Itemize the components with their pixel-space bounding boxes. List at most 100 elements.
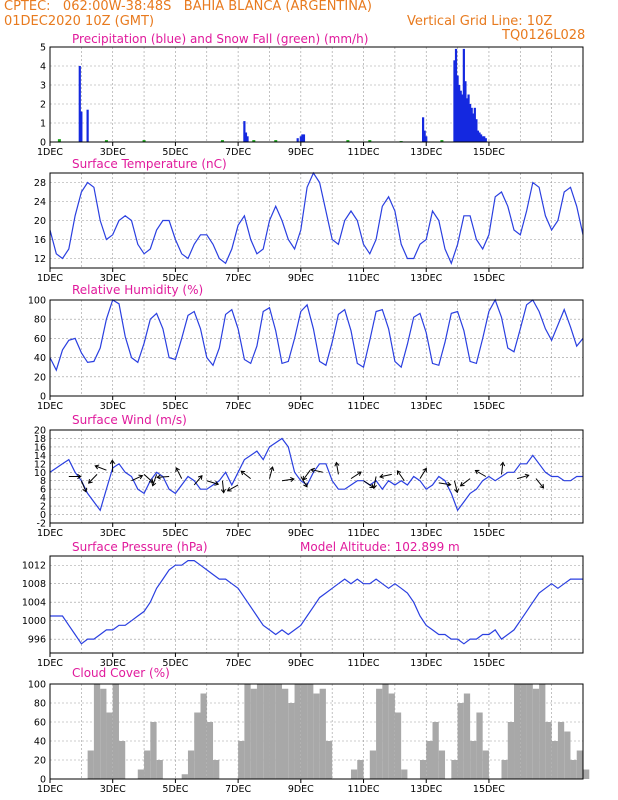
wind-arrow [419, 468, 427, 479]
temp-x-tick-label: 11DEC [348, 273, 380, 284]
cloud-cover-bar [376, 688, 383, 779]
wind-arrow [535, 478, 544, 489]
wind-y-tick-label: 16 [34, 442, 46, 453]
cloud-cover-bar [432, 722, 439, 779]
precip-y-tick-label: 2 [40, 100, 46, 111]
cloud-cover-bar [206, 722, 214, 779]
humidity-title: Relative Humidity (%) [72, 283, 203, 297]
precipitation-bar [480, 134, 483, 142]
cloud-cover-bar [350, 769, 358, 779]
wind-arrow [310, 469, 323, 473]
rh-x-tick-label: 11DEC [348, 401, 380, 412]
pressure-series-line [50, 559, 583, 645]
precipitation-bar [422, 117, 425, 142]
cloud-cover-bar [100, 688, 107, 779]
wind-x-tick-label: 13DEC [410, 528, 442, 539]
temp-y-tick-label: 16 [34, 235, 46, 246]
pressure-y-tick-label: 1012 [22, 561, 46, 572]
pressure-x-tick-label: 15DEC [473, 658, 505, 669]
precipitation-bar [80, 111, 83, 142]
cloud-cover-bar [181, 774, 188, 779]
rh-x-tick-label: 9DEC [288, 401, 314, 412]
wind-arrow-head [459, 481, 465, 487]
precipitation-bar [243, 121, 246, 142]
cloud-x-tick-label: 15DEC [473, 784, 505, 795]
cloud-panel: Cloud Cover (%) 0 20 40 60 80 100 1DEC 3DEC 5DEC 7… [28, 666, 590, 795]
precip-plot-area [50, 47, 583, 142]
cloud-cover-bar [93, 684, 101, 779]
wind-arrow [517, 474, 529, 480]
temp-y-tick-label: 12 [34, 254, 46, 265]
precip-x-tick-label: 3DEC [100, 147, 126, 158]
precip-x-tick-label: 1DEC [37, 147, 63, 158]
cloud-cover-bar [325, 741, 333, 779]
snowfall-bar [57, 139, 61, 142]
precipitation-bar [469, 104, 472, 142]
cloud-cover-bar [557, 722, 565, 779]
precip-y-tick-label: 1 [40, 119, 46, 130]
cloud-cover-bar [275, 684, 283, 779]
wind-arrow-head [226, 487, 232, 492]
precipitation-bar [472, 113, 475, 142]
cloud-cover-bar [118, 741, 126, 779]
wind-arrow [152, 474, 158, 486]
cloud-cover-bar [213, 760, 220, 779]
wind-arrow [438, 482, 451, 486]
wind-y-tick-label: 0 [40, 510, 46, 521]
cloud-cover-bar [514, 684, 521, 779]
cloud-cover-bar [319, 688, 326, 779]
wind-arrow [500, 462, 504, 475]
pressure-x-tick-label: 9DEC [288, 658, 314, 669]
pressure-y-tick-label: 996 [28, 635, 46, 646]
wind-x-tick-label: 11DEC [348, 528, 380, 539]
precipitation-bar [464, 81, 467, 142]
cloud-x-tick-label: 3DEC [100, 784, 126, 795]
cloud-cover-bar [112, 684, 119, 779]
wind-x-tick-label: 1DEC [37, 528, 63, 539]
precip-x-tick-label: 13DEC [410, 147, 442, 158]
wind-arrow-head [474, 469, 480, 475]
temp-frame [49, 172, 584, 269]
wind-arrow-head [109, 459, 115, 464]
wind-arrow-head [357, 471, 362, 476]
snowfall-bar [252, 140, 256, 142]
rh-x-tick-label: 3DEC [100, 401, 126, 412]
cloud-cover-bar [570, 760, 577, 779]
wind-arrow-head [539, 483, 545, 489]
precipitation-bar [470, 107, 473, 142]
temp-series-line [49, 171, 584, 265]
cloud-cover-bar [551, 741, 558, 779]
pressure-x-tick-label: 1DEC [37, 658, 63, 669]
rh-series-line [49, 298, 584, 372]
cloud-cover-bar [539, 684, 546, 779]
precipitation-bar [483, 136, 486, 142]
cloud-cover-bar [470, 741, 477, 779]
cloud-cover-bar [369, 750, 377, 779]
wind-arrow [157, 476, 170, 478]
wind-arrow [206, 480, 219, 485]
cloud-cover-bar [501, 760, 508, 779]
precip-y-tick-label: 5 [40, 43, 46, 54]
rh-y-tick-label: 80 [34, 315, 46, 326]
wind-y-tick-label: 8 [40, 476, 46, 487]
cloud-cover-bar [507, 722, 515, 779]
cloud-cover-bar [357, 760, 364, 779]
precip-frame [49, 46, 584, 143]
cloud-cover-bar [150, 722, 157, 779]
precipitation-bar [462, 48, 465, 142]
pressure-y-tick-label: 1004 [22, 598, 46, 609]
precipitation-bar [467, 94, 470, 142]
wind-arrow [80, 480, 87, 492]
header-grid-line-note: Vertical Grid Line: 10Z [407, 14, 553, 29]
cloud-y-tick-label: 40 [34, 737, 46, 748]
temp-y-tick-label: 24 [34, 197, 46, 208]
cloud-y-tick-label: 100 [28, 680, 46, 691]
pressure-y-tick-label: 1008 [22, 579, 46, 590]
precip-x-tick-label: 5DEC [162, 147, 188, 158]
cloud-cover-bar [256, 684, 264, 779]
cloud-cover-bar [263, 684, 270, 779]
wind-arrow [475, 470, 487, 477]
cloud-x-tick-label: 1DEC [37, 784, 63, 795]
cloud-title: Cloud Cover (%) [72, 666, 170, 680]
wind-y-tick-label: 4 [40, 493, 46, 504]
